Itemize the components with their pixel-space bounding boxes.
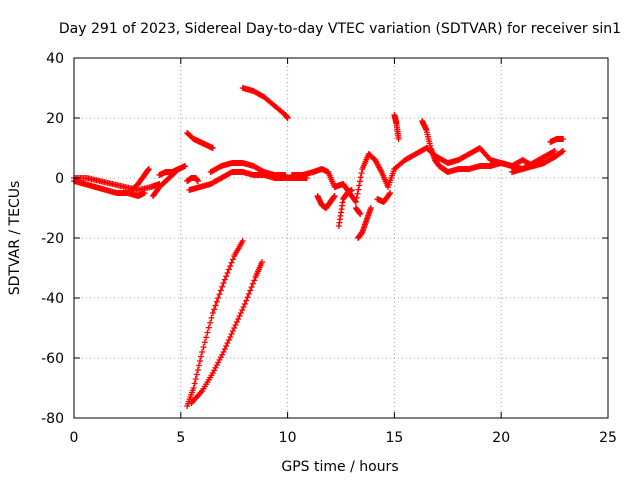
series-track-p xyxy=(340,151,398,205)
chart-title: Day 291 of 2023, Sidereal Day-to-day VTE… xyxy=(59,21,621,37)
data-point-markers xyxy=(355,205,374,241)
x-tick-label: 0 xyxy=(70,430,79,446)
series-track-r xyxy=(352,205,364,217)
x-tick-label: 15 xyxy=(385,430,403,446)
grid-lines xyxy=(74,58,608,418)
series-track-n xyxy=(314,193,338,211)
series-track-t xyxy=(391,112,402,142)
series-track-y xyxy=(547,136,567,145)
x-tick-label: 10 xyxy=(279,430,297,446)
data-point-markers xyxy=(150,166,182,199)
x-tick-label: 5 xyxy=(176,430,185,446)
series-track-m xyxy=(288,166,347,190)
series-track-s xyxy=(374,190,394,205)
series-track-j xyxy=(239,85,291,121)
x-tick-label: 20 xyxy=(492,430,510,446)
data-point-markers xyxy=(374,190,394,205)
x-axis-label: GPS time / hours xyxy=(281,459,398,475)
data-point-markers xyxy=(184,238,246,409)
y-tick-label: 40 xyxy=(46,51,64,67)
data-point-markers xyxy=(184,175,201,184)
y-tick-label: 20 xyxy=(46,111,64,127)
data-series-group xyxy=(71,85,567,409)
data-point-markers xyxy=(419,118,451,175)
y-tick-label: 0 xyxy=(55,171,64,187)
series-track-i xyxy=(207,160,289,178)
series-track-l xyxy=(188,259,265,406)
series-track-x xyxy=(508,148,567,175)
data-point-markers xyxy=(288,166,347,190)
data-point-markers xyxy=(340,151,398,205)
data-point-markers xyxy=(547,136,567,145)
y-tick-label: -60 xyxy=(41,351,64,367)
y-axis-ticks: -80 -60 -40 -20 0 20 40 xyxy=(41,51,608,427)
series-track-c xyxy=(128,166,152,193)
data-point-markers xyxy=(391,112,402,142)
data-point-markers xyxy=(239,85,291,121)
data-point-markers xyxy=(188,259,265,406)
series-track-q xyxy=(355,205,374,241)
series-track-e xyxy=(150,166,182,199)
y-tick-label: -80 xyxy=(41,411,64,427)
data-point-markers xyxy=(207,160,289,178)
y-axis-label: SDTVAR / TECUs xyxy=(7,181,23,296)
y-tick-label: -20 xyxy=(41,231,64,247)
data-point-markers xyxy=(184,130,216,151)
data-point-markers xyxy=(352,205,364,217)
series-track-f xyxy=(184,130,216,151)
x-tick-label: 25 xyxy=(599,430,617,446)
series-track-k xyxy=(184,238,246,409)
data-point-markers xyxy=(128,166,152,193)
series-track-v xyxy=(419,118,451,175)
data-point-markers xyxy=(508,148,567,175)
x-axis-ticks: 0 5 10 15 20 25 xyxy=(70,58,617,446)
data-point-markers xyxy=(314,193,338,211)
y-tick-label: -40 xyxy=(41,291,64,307)
series-track-g xyxy=(184,175,201,184)
